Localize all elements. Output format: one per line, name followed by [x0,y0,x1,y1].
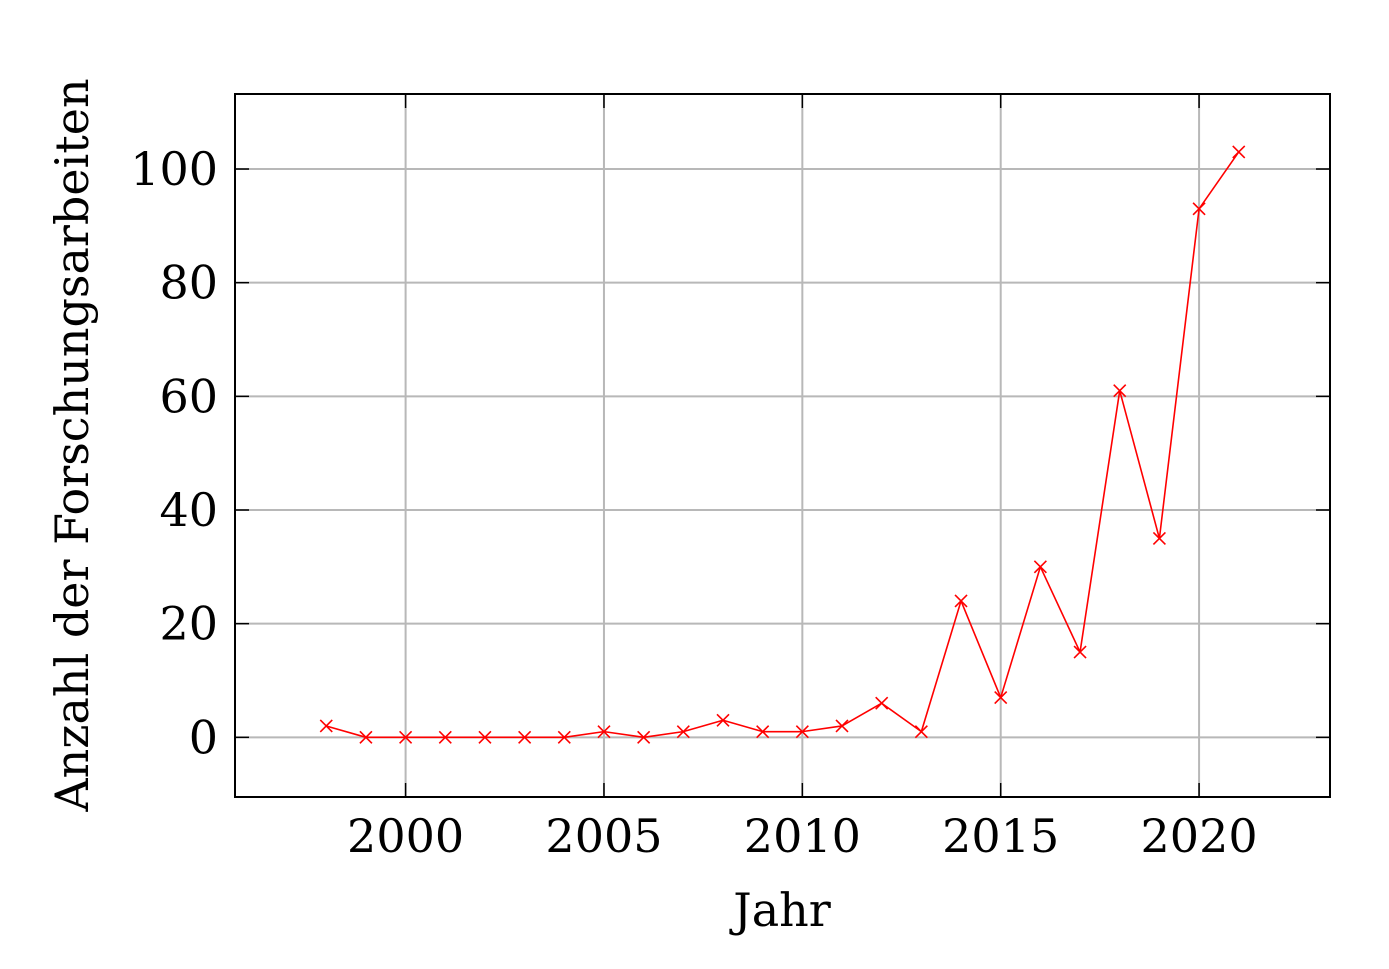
data-point-marker [478,730,492,744]
data-point-marker [716,713,730,727]
data-point-marker [637,730,651,744]
plot-area-frame [234,93,1331,798]
marker-stroke [914,725,928,739]
marker-stroke [319,719,333,733]
x-tick-label: 2015 [942,809,1059,863]
axis-ticks [235,94,1330,797]
data-point-marker [676,725,690,739]
y-tick-label: 60 [159,369,218,423]
tick-labels: 2000 2005 2010 2015 2020 0 20 40 60 80 100 [130,142,1257,863]
y-tick-label: 20 [159,597,218,651]
data-point-marker [1232,145,1246,159]
data-point-marker [359,730,373,744]
x-tick-label: 2005 [545,809,662,863]
x-axis-title: Jahr [729,883,830,937]
data-point-marker [1033,560,1047,574]
data-point-marker [1152,531,1166,545]
marker-stroke [1192,202,1206,216]
data-point-marker [1113,384,1127,398]
marker-stroke [835,719,849,733]
marker-stroke [795,725,809,739]
marker-stroke [875,696,889,710]
data-series [319,145,1246,744]
marker-stroke [676,725,690,739]
marker-stroke [1033,560,1047,574]
marker-stroke [1232,145,1246,159]
x-tick-label: 2010 [744,809,861,863]
data-point-marker [835,719,849,733]
marker-stroke [637,730,651,744]
marker-stroke [994,690,1008,705]
marker-stroke [518,730,532,744]
marker-stroke [399,730,413,744]
marker-stroke [438,730,452,744]
marker-stroke [1073,645,1087,659]
data-point-marker [954,594,968,608]
marker-stroke [954,594,968,608]
data-point-marker [1192,202,1206,216]
x-tick-label: 2020 [1141,809,1258,863]
marker-stroke [1113,384,1127,398]
x-tick-label: 2000 [347,809,464,863]
y-axis-title: Anzahl der Forschungsarbeiten [45,78,99,812]
data-point-marker [438,730,452,744]
data-point-marker [994,690,1008,705]
marker-stroke [756,725,770,739]
marker-stroke [1152,531,1166,545]
data-point-marker [875,696,889,710]
grid [235,94,1330,797]
marker-stroke [557,730,571,744]
data-point-marker [399,730,413,744]
data-point-marker [557,730,571,744]
marker-stroke [478,730,492,744]
data-point-marker [518,730,532,744]
data-point-marker [795,725,809,739]
marker-stroke [597,725,611,739]
marker-stroke [716,713,730,727]
data-point-marker [1073,645,1087,659]
y-tick-label: 0 [189,710,218,764]
y-tick-label: 80 [159,256,218,310]
data-point-marker [319,719,333,733]
data-point-marker [597,725,611,739]
data-point-marker [914,725,928,739]
y-tick-label: 100 [130,142,218,196]
series-line [326,151,1240,739]
data-point-marker [756,725,770,739]
marker-stroke [359,730,373,744]
y-tick-label: 40 [159,483,218,537]
